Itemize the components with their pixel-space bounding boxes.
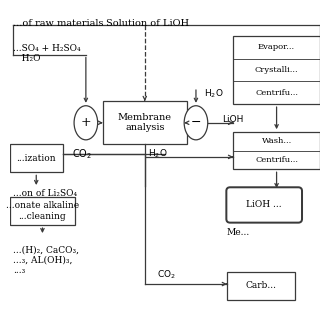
Bar — [10, 145, 63, 172]
Ellipse shape — [184, 106, 208, 140]
Bar — [233, 36, 320, 104]
Bar — [227, 272, 295, 300]
Text: Centrifu...: Centrifu... — [255, 89, 298, 97]
Text: CO$_2$: CO$_2$ — [72, 147, 92, 161]
FancyBboxPatch shape — [226, 187, 302, 223]
Text: H$_2$O: H$_2$O — [148, 148, 167, 160]
Text: ...onate alkaline
...cleaning: ...onate alkaline ...cleaning — [6, 202, 79, 221]
Text: ...on of Li₂SO₄: ...on of Li₂SO₄ — [13, 189, 77, 198]
Text: Carb...: Carb... — [245, 281, 276, 290]
Text: LiOH ...: LiOH ... — [246, 200, 282, 210]
Bar — [233, 132, 320, 169]
Text: Centrifu...: Centrifu... — [255, 156, 298, 164]
Text: Evapor...: Evapor... — [258, 43, 295, 51]
Text: Wash...: Wash... — [261, 137, 292, 145]
Text: +: + — [81, 116, 91, 129]
Text: ...ization: ...ization — [16, 154, 56, 163]
Text: CO$_2$: CO$_2$ — [157, 268, 176, 281]
Bar — [103, 101, 187, 145]
Text: ...of raw materials: ...of raw materials — [13, 19, 103, 28]
Text: ...SO₄ + H₂SO₄
   H₂O: ...SO₄ + H₂SO₄ H₂O — [13, 44, 81, 63]
Text: Crystalli...: Crystalli... — [255, 66, 298, 74]
Text: LiOH: LiOH — [222, 115, 244, 124]
Text: ...(H)₂, CaCO₃,
...₃, AL(OH)₃,
...₃: ...(H)₂, CaCO₃, ...₃, AL(OH)₃, ...₃ — [13, 245, 79, 275]
Text: −: − — [191, 116, 201, 129]
Text: H$_2$O: H$_2$O — [204, 87, 223, 100]
Text: Membrane
analysis: Membrane analysis — [118, 113, 172, 132]
Text: Me...: Me... — [227, 228, 250, 237]
Ellipse shape — [74, 106, 98, 140]
Text: Solution of LiOH: Solution of LiOH — [106, 19, 189, 28]
Bar — [10, 197, 75, 225]
